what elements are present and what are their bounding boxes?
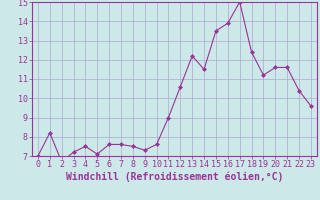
X-axis label: Windchill (Refroidissement éolien,°C): Windchill (Refroidissement éolien,°C) (66, 172, 283, 182)
